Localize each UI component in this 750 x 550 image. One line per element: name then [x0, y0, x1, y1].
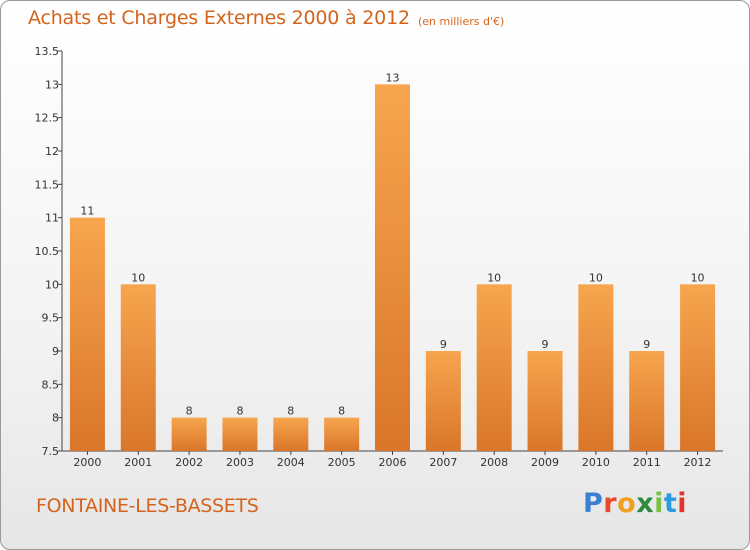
x-tick-label: 2008: [480, 456, 508, 469]
bar-2011: [629, 351, 665, 451]
y-tick-label: 12: [45, 145, 59, 158]
x-tick-label: 2006: [379, 456, 407, 469]
data-label: 11: [80, 205, 94, 218]
x-tick-label: 2011: [633, 456, 661, 469]
chart-unit: (en milliers d'€): [418, 15, 505, 28]
data-label: 10: [131, 271, 145, 284]
x-tick-label: 2005: [328, 456, 356, 469]
x-tick-label: 2003: [226, 456, 254, 469]
x-tick-label: 2007: [429, 456, 457, 469]
bar-2012: [680, 284, 716, 451]
data-label: 9: [440, 338, 447, 351]
y-tick-label: 8: [52, 412, 59, 425]
bar-2007: [425, 351, 461, 451]
data-label: 8: [338, 405, 345, 418]
bar-2000: [69, 217, 105, 451]
x-tick-label: 2001: [124, 456, 152, 469]
chart-title: Achats et Charges Externes 2000 à 2012: [28, 7, 410, 29]
data-label: 9: [542, 338, 549, 351]
bar-2003: [222, 417, 258, 451]
commune-name: FONTAINE-LES-BASSETS: [36, 495, 259, 517]
data-label: 8: [287, 405, 294, 418]
bar-2006: [375, 84, 410, 451]
x-tick-label: 2009: [531, 456, 559, 469]
y-tick-label: 13.5: [35, 45, 60, 58]
bar-2001: [120, 284, 156, 451]
bar-2010: [578, 284, 614, 451]
data-label: 10: [487, 271, 501, 284]
bar-2002: [171, 417, 207, 451]
bar-2004: [273, 417, 309, 451]
bar-2008: [476, 284, 512, 451]
proxiti-logo: Proxiti: [583, 488, 688, 519]
data-label: 8: [236, 405, 243, 418]
y-tick-label: 10: [45, 278, 59, 291]
y-tick-label: 10.5: [35, 245, 60, 258]
x-tick-label: 2012: [684, 456, 712, 469]
y-tick-label: 9: [52, 345, 59, 358]
y-tick-label: 11: [45, 212, 59, 225]
x-tick-label: 2002: [175, 456, 203, 469]
y-tick-label: 12.5: [35, 112, 60, 125]
y-tick-label: 9.5: [42, 312, 60, 325]
data-label: 8: [186, 405, 193, 418]
data-label: 9: [643, 338, 650, 351]
y-tick-label: 7.5: [42, 445, 60, 458]
y-tick-label: 13: [45, 78, 59, 91]
bar-2005: [324, 417, 360, 451]
x-tick-label: 2004: [277, 456, 305, 469]
x-tick-label: 2000: [73, 456, 101, 469]
data-label: 13: [386, 71, 400, 84]
x-tick-label: 2010: [582, 456, 610, 469]
data-label: 10: [589, 271, 603, 284]
bar-2009: [527, 351, 563, 451]
y-tick-label: 8.5: [42, 378, 60, 391]
y-tick-label: 11.5: [35, 178, 60, 191]
data-label: 10: [691, 271, 705, 284]
